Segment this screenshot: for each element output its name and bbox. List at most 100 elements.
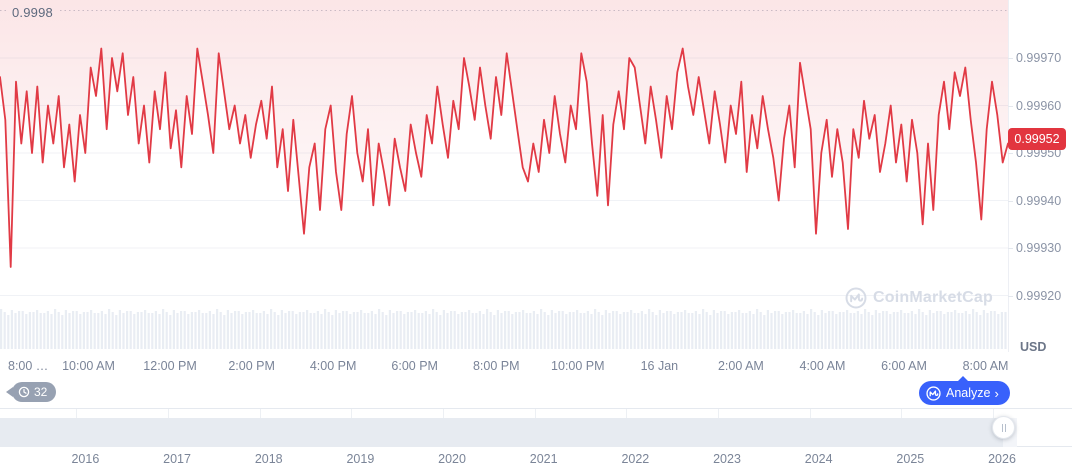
volume-bar — [633, 313, 636, 349]
volume-bar — [147, 313, 150, 349]
volume-bar — [727, 314, 730, 349]
year-label: 2022 — [621, 452, 650, 466]
volume-bar — [932, 313, 935, 349]
volume-bar — [997, 314, 1000, 349]
volume-bar — [208, 311, 211, 349]
volume-bar — [453, 311, 456, 349]
price-line — [0, 47, 1009, 268]
analyze-button[interactable]: Analyze › — [919, 376, 1010, 405]
volume-bar — [784, 312, 787, 349]
volume-bar — [986, 313, 989, 349]
volume-bar — [828, 311, 831, 349]
volume-bar — [846, 310, 849, 349]
history-count-badge[interactable]: 32 — [12, 382, 57, 402]
volume-bar — [554, 313, 557, 349]
volume-bar — [579, 313, 582, 349]
x-axis-label: 6:00 PM — [391, 359, 438, 373]
volume-bar — [532, 311, 535, 349]
volume-bar — [766, 310, 769, 349]
volume-bar — [248, 312, 251, 349]
volume-bar — [349, 314, 352, 349]
volume-bar — [7, 315, 10, 349]
volume-bar — [219, 312, 222, 349]
navigator-selected-range[interactable] — [0, 418, 1003, 447]
volume-bar — [684, 310, 687, 349]
volume-bar — [709, 315, 712, 349]
y-axis-label: 0.99930 — [1016, 241, 1062, 255]
x-axis-label: 10:00 AM — [62, 359, 115, 373]
volume-bar — [565, 314, 568, 349]
price-area-fill — [0, 0, 1008, 267]
volume-bar — [950, 312, 953, 349]
volume-bar — [158, 314, 161, 349]
volume-bar — [100, 311, 103, 349]
volume-bar — [594, 309, 597, 349]
volume-bar — [907, 313, 910, 349]
volume-bar — [471, 313, 474, 349]
volume-bar — [871, 315, 874, 349]
history-count: 32 — [34, 385, 48, 399]
volume-bar — [478, 311, 481, 349]
range-navigator[interactable] — [0, 408, 1072, 447]
volume-bar — [604, 310, 607, 349]
volume-bar — [374, 314, 377, 349]
volume-bar — [244, 312, 247, 349]
volume-bar — [601, 315, 604, 349]
volume-bar — [680, 312, 683, 349]
volume-bar — [284, 313, 287, 349]
volume-bar — [306, 310, 309, 349]
volume-bar — [334, 310, 337, 349]
year-label: 2016 — [71, 452, 100, 466]
volume-bar — [795, 313, 798, 349]
volume-bar — [820, 310, 823, 349]
chart-plot-area[interactable] — [0, 0, 1009, 352]
volume-bar — [482, 314, 485, 349]
volume-bar — [590, 314, 593, 349]
volume-bar — [568, 312, 571, 349]
volume-bar — [352, 312, 355, 349]
volume-bar — [889, 314, 892, 349]
volume-bar — [68, 313, 71, 349]
volume-bar — [669, 311, 672, 349]
volume-bar — [295, 314, 298, 349]
volume-bar — [748, 311, 751, 349]
volume-bar — [111, 312, 114, 349]
volume-bar — [262, 311, 265, 349]
volume-bar — [360, 310, 363, 349]
volume-bar — [255, 313, 258, 349]
volume-bar — [108, 309, 111, 349]
volume-bar — [810, 309, 813, 349]
navigator-drag-handle[interactable] — [992, 416, 1015, 439]
volume-bar — [504, 311, 507, 349]
y-axis-label: 0.99920 — [1016, 288, 1062, 303]
volume-bar — [547, 315, 550, 349]
volume-bar — [28, 312, 31, 349]
volume-bar — [115, 315, 118, 349]
volume-bar — [172, 310, 175, 349]
volume-bar — [885, 311, 888, 349]
volume-bar — [874, 310, 877, 349]
coinmarketcap-icon — [926, 385, 941, 401]
volume-bar — [378, 309, 381, 349]
year-label: 2023 — [713, 452, 741, 466]
volume-bar — [320, 314, 323, 349]
x-axis-label: 10:00 PM — [551, 359, 605, 373]
volume-bar — [277, 315, 280, 349]
volume-bar — [75, 311, 78, 349]
volume-bar — [280, 310, 283, 349]
volume-bar — [673, 314, 676, 349]
volume-bar — [853, 313, 856, 349]
volume-bar — [129, 311, 132, 349]
volume-bar — [806, 314, 809, 349]
volume-bar — [118, 310, 121, 349]
volume-bar — [842, 312, 845, 349]
volume-bar — [226, 310, 229, 349]
volume-bar — [57, 312, 60, 349]
volume-bar — [968, 314, 971, 349]
volume-bar — [14, 313, 17, 349]
volume-bar — [918, 309, 921, 349]
volume-bar — [496, 310, 499, 349]
volume-bar — [666, 311, 669, 349]
volume-bar — [957, 313, 960, 349]
volume-bar — [313, 313, 316, 349]
